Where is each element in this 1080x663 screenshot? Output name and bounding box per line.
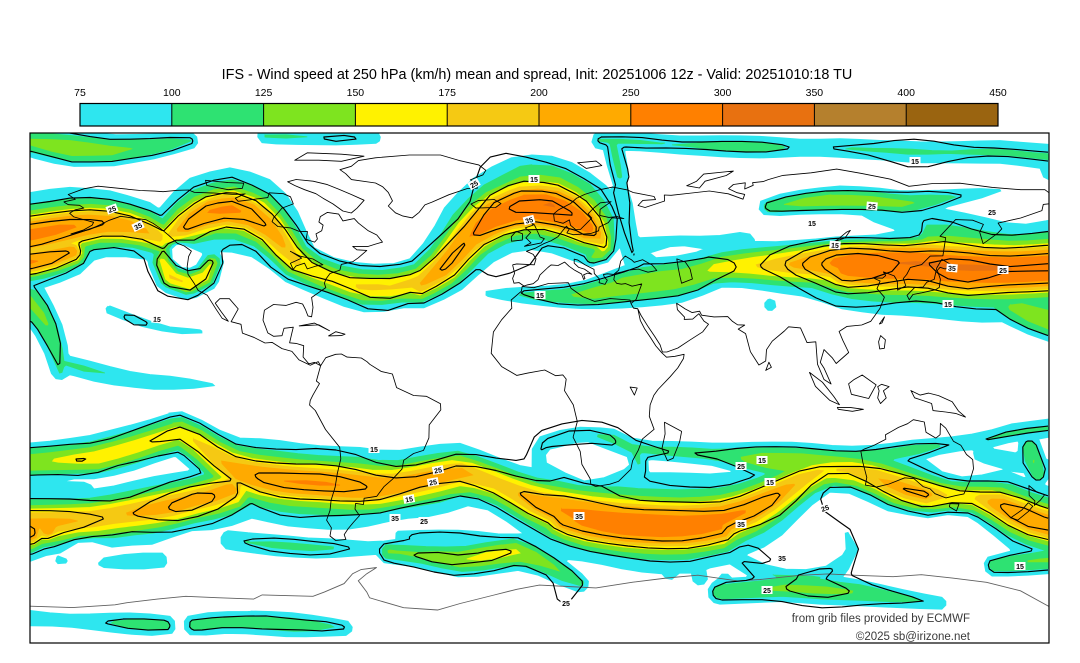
svg-text:75: 75 [74,87,86,99]
svg-text:200: 200 [530,87,548,99]
svg-text:15: 15 [370,447,378,454]
svg-text:15: 15 [530,177,538,184]
svg-text:35: 35 [575,514,583,521]
svg-text:25: 25 [108,206,118,215]
svg-text:35: 35 [391,516,399,523]
svg-text:25: 25 [434,467,443,475]
svg-text:15: 15 [758,458,766,465]
svg-text:15: 15 [944,302,952,309]
svg-text:15: 15 [911,159,919,166]
svg-text:350: 350 [806,87,824,99]
svg-text:from grib files provided by EC: from grib files provided by ECMWF [792,613,970,625]
svg-text:25: 25 [988,210,996,217]
svg-text:450: 450 [989,87,1007,99]
svg-text:15: 15 [153,316,161,324]
svg-text:25: 25 [737,464,745,471]
svg-text:25: 25 [763,588,771,595]
svg-text:35: 35 [778,556,786,563]
svg-text:35: 35 [948,265,956,273]
svg-text:400: 400 [897,87,915,99]
svg-text:25: 25 [562,601,570,608]
svg-text:25: 25 [868,203,876,211]
svg-text:25: 25 [429,479,438,487]
svg-text:15: 15 [831,242,839,250]
svg-text:25: 25 [821,505,831,514]
svg-text:15: 15 [1016,564,1024,571]
svg-text:15: 15 [766,480,774,487]
svg-text:35: 35 [737,522,745,529]
svg-text:150: 150 [347,87,365,99]
svg-text:100: 100 [163,87,181,99]
svg-text:300: 300 [714,87,732,99]
svg-text:15: 15 [808,221,816,228]
svg-text:25: 25 [420,519,428,526]
svg-text:25: 25 [470,180,480,190]
svg-text:15: 15 [405,496,414,504]
svg-text:IFS - Wind speed at 250 hPa (k: IFS - Wind speed at 250 hPa (km/h) mean … [222,67,853,83]
svg-text:15: 15 [536,293,544,300]
svg-text:25: 25 [999,268,1007,275]
svg-text:175: 175 [438,87,456,99]
svg-text:250: 250 [622,87,640,99]
svg-text:125: 125 [255,87,273,99]
svg-text:35: 35 [134,222,144,232]
svg-text:35: 35 [525,217,534,226]
svg-text:©2025 sb@irizone.net: ©2025 sb@irizone.net [856,631,971,643]
